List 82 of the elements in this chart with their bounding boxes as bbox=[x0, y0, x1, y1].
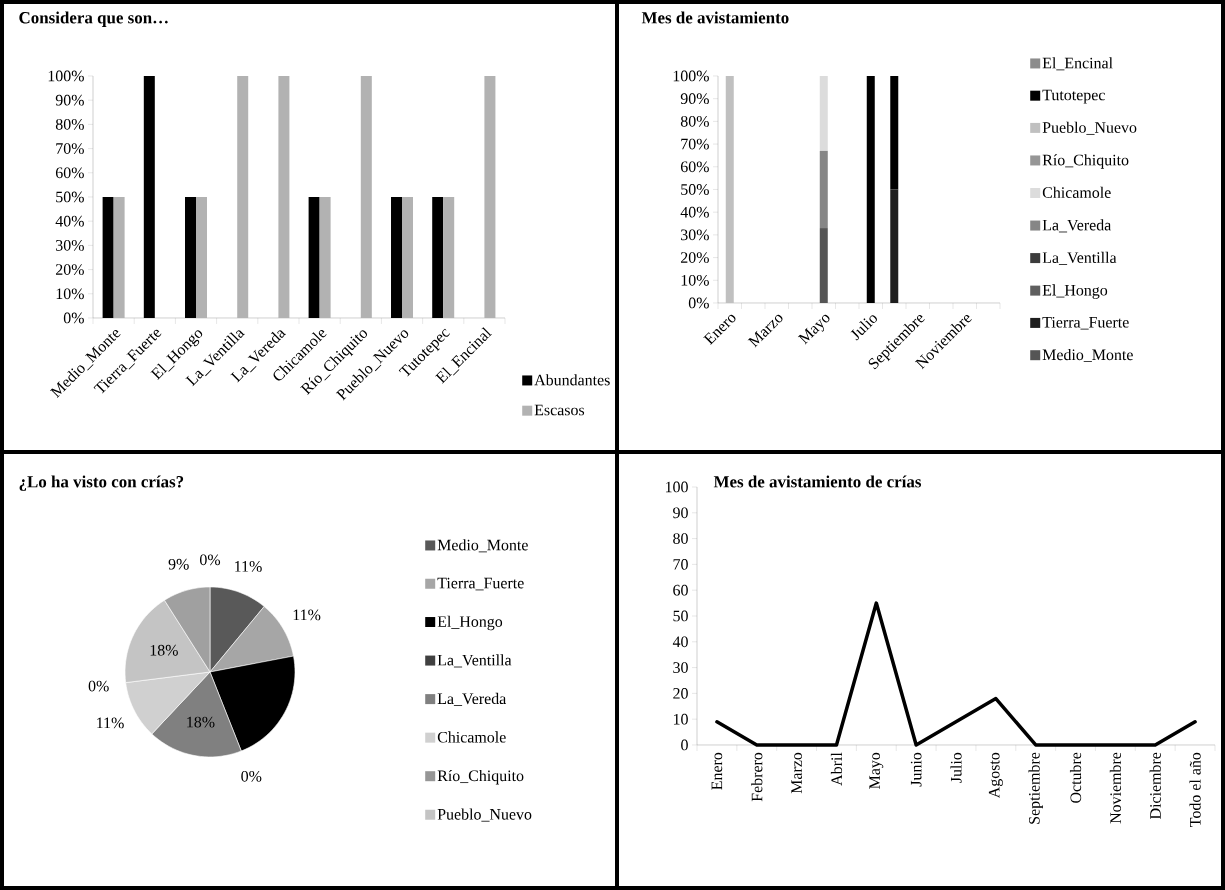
legend-label: La_Ventilla bbox=[1042, 251, 1117, 265]
data-label: 11% bbox=[97, 717, 124, 729]
y-tick-label: 30% bbox=[681, 229, 709, 241]
y-tick-label: 30 bbox=[673, 662, 688, 673]
bar bbox=[866, 75, 875, 303]
chart-title: Considera que son… bbox=[19, 11, 168, 27]
legend-label: La_Ventilla bbox=[437, 654, 512, 668]
text: 0% bbox=[88, 680, 109, 692]
y-tick-label: 60% bbox=[680, 161, 709, 173]
y-tick-label: 90% bbox=[55, 94, 84, 106]
y-tick-label: 10% bbox=[56, 288, 84, 300]
data-label: 9% bbox=[168, 558, 189, 570]
legend-label: Chicamole bbox=[1042, 186, 1111, 198]
y-tick-label: 10% bbox=[681, 274, 709, 286]
data-label: 18% bbox=[150, 644, 178, 656]
y-tick-label: 60 bbox=[673, 584, 688, 596]
legend-label: El_Hongo bbox=[1042, 284, 1108, 299]
data-label: 11% bbox=[293, 609, 321, 621]
x-tick-label: Noviembre bbox=[1109, 752, 1122, 824]
bar bbox=[890, 75, 899, 190]
y-tick-label: 70% bbox=[681, 138, 709, 150]
bar bbox=[725, 75, 734, 303]
data-label: 11% bbox=[235, 561, 262, 572]
y-tick-label: 70% bbox=[56, 143, 84, 154]
y-tick-label: 20% bbox=[55, 264, 84, 275]
y-tick-label: 80% bbox=[55, 118, 84, 130]
y-tick-label: 60% bbox=[55, 167, 84, 179]
x-tick-label: Febrero bbox=[751, 752, 763, 802]
x-tick-label: Junio bbox=[910, 752, 922, 787]
x-tick-label: Diciembre bbox=[1149, 752, 1161, 819]
bar bbox=[819, 75, 828, 151]
y-tick-label: 40 bbox=[672, 636, 688, 648]
x-tick-label: Todo el año bbox=[1189, 752, 1201, 827]
y-tick-label: 50% bbox=[56, 191, 84, 203]
legend-label: Tutotepec bbox=[1042, 89, 1105, 104]
bar bbox=[890, 189, 899, 303]
y-tick-label: 20% bbox=[680, 252, 709, 263]
legend-label: El_Encinal bbox=[1042, 57, 1113, 71]
y-tick-label: 40% bbox=[55, 215, 84, 227]
x-tick-label: Marzo bbox=[791, 752, 802, 794]
bar bbox=[819, 150, 828, 229]
y-tick-label: 30% bbox=[56, 239, 84, 251]
chart-title: Mes de avistamiento bbox=[641, 11, 789, 24]
y-tick-label: 90 bbox=[673, 507, 688, 519]
legend-label: Pueblo_Nuevo bbox=[1042, 121, 1137, 135]
chart-title: ¿Lo ha visto con crías? bbox=[19, 475, 184, 491]
y-tick-label: 0% bbox=[688, 297, 709, 309]
data-label: 18% bbox=[187, 716, 215, 728]
y-tick-label: 10 bbox=[673, 713, 688, 725]
y-tick-label: 90% bbox=[680, 93, 709, 105]
legend-label: La_Vereda bbox=[437, 692, 507, 706]
text: 0% bbox=[199, 554, 221, 566]
legend-label: Río_Chiquito bbox=[1042, 154, 1129, 169]
legend-label: Escasos bbox=[534, 404, 585, 416]
y-tick-label: 0% bbox=[63, 312, 84, 324]
x-tick-label: Septiembre bbox=[1028, 752, 1043, 824]
x-tick-label: Agosto bbox=[988, 752, 1003, 799]
y-tick-label: 100 bbox=[665, 481, 688, 493]
y-tick-label: 80% bbox=[680, 115, 709, 127]
y-tick-label: 20 bbox=[673, 688, 688, 699]
legend-label: Abundantes bbox=[534, 374, 610, 386]
legend-label: Chicamole bbox=[437, 731, 506, 743]
legend-label: Tierra_Fuerte bbox=[437, 577, 524, 591]
legend-label: Medio_Monte bbox=[437, 539, 528, 553]
legend-label: El_Hongo bbox=[437, 615, 503, 631]
x-tick-label: Enero bbox=[711, 752, 723, 790]
legend-label: La_Vereda bbox=[1042, 219, 1112, 233]
bar bbox=[819, 228, 828, 303]
y-tick-label: 50% bbox=[681, 184, 709, 195]
chart-title: Mes de avistamiento de crías bbox=[713, 475, 922, 488]
y-tick-label: 50 bbox=[673, 610, 688, 622]
x-tick-label: Octubre bbox=[1069, 752, 1082, 803]
text: 0% bbox=[241, 770, 262, 782]
y-tick-label: 80 bbox=[673, 533, 688, 544]
x-tick-label: Mayo bbox=[869, 752, 884, 789]
y-tick-label: 70 bbox=[673, 559, 688, 570]
x-tick-label: Abril bbox=[830, 752, 843, 786]
x-tick-label: Julio bbox=[950, 752, 962, 783]
y-tick-label: 100% bbox=[48, 70, 84, 82]
y-tick-label: 40% bbox=[680, 206, 709, 218]
y-tick-label: 100% bbox=[673, 70, 709, 82]
y-tick-label: 0 bbox=[681, 739, 688, 751]
